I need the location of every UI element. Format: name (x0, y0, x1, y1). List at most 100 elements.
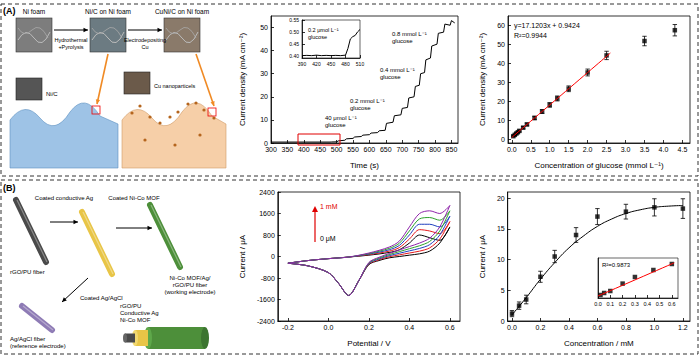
svg-text:40: 40 (497, 60, 505, 67)
svg-text:glucose: glucose (350, 105, 371, 111)
svg-text:1600: 1600 (259, 210, 275, 217)
svg-text:40 μmol L⁻¹: 40 μmol L⁻¹ (325, 115, 357, 121)
svg-text:-0.2: -0.2 (282, 324, 294, 331)
svg-text:Coated Ag/AgCl: Coated Ag/AgCl (80, 295, 123, 301)
svg-text:rGO/PU fiber: rGO/PU fiber (173, 282, 208, 288)
svg-text:Conductive Ag: Conductive Ag (120, 310, 159, 316)
svg-text:0.50: 0.50 (289, 29, 299, 35)
svg-text:rGO/PU fiber: rGO/PU fiber (10, 269, 45, 275)
svg-text:50: 50 (497, 41, 505, 48)
svg-text:40: 40 (260, 47, 268, 54)
svg-text:Ni-Co MOF/Ag/: Ni-Co MOF/Ag/ (169, 275, 210, 281)
svg-text:glucose: glucose (325, 122, 346, 128)
svg-text:(B): (B) (3, 183, 16, 193)
svg-text:1.2: 1.2 (678, 324, 688, 331)
svg-text:420: 420 (312, 61, 321, 67)
svg-text:480: 480 (341, 61, 350, 67)
svg-text:0.8 mmol L⁻¹: 0.8 mmol L⁻¹ (392, 31, 427, 37)
svg-text:0.3: 0.3 (631, 301, 639, 307)
svg-text:Cu: Cu (141, 44, 148, 50)
svg-text:500: 500 (331, 146, 343, 153)
svg-text:(working electrode): (working electrode) (164, 289, 215, 295)
svg-text:0.6: 0.6 (445, 324, 455, 331)
svg-text:1.0: 1.0 (545, 146, 555, 153)
svg-text:(reference electrode): (reference electrode) (10, 343, 66, 349)
svg-text:2.5: 2.5 (602, 146, 612, 153)
svg-text:0.5: 0.5 (526, 146, 536, 153)
svg-text:+Pyrolysis: +Pyrolysis (58, 44, 83, 50)
svg-text:0: 0 (501, 136, 505, 143)
svg-text:0.4: 0.4 (643, 301, 651, 307)
svg-text:1.5: 1.5 (564, 146, 574, 153)
svg-text:450: 450 (327, 61, 336, 67)
svg-text:2400: 2400 (259, 189, 275, 196)
svg-text:20: 20 (497, 195, 505, 202)
svg-text:0.4 mmol L⁻¹: 0.4 mmol L⁻¹ (380, 67, 415, 73)
svg-text:800: 800 (429, 146, 441, 153)
svg-text:Hydrothermal: Hydrothermal (54, 37, 87, 43)
svg-text:0.0: 0.0 (507, 146, 517, 153)
svg-text:Coated conductive Ag: Coated conductive Ag (35, 195, 93, 201)
svg-text:510: 510 (356, 61, 365, 67)
svg-text:20: 20 (497, 98, 505, 105)
svg-text:y=17.1203x + 0.9424: y=17.1203x + 0.9424 (514, 22, 580, 30)
svg-text:0.45: 0.45 (289, 41, 299, 47)
svg-text:Time (s): Time (s) (350, 161, 379, 170)
svg-text:400: 400 (298, 146, 310, 153)
svg-text:0: 0 (271, 253, 275, 260)
svg-text:700: 700 (396, 146, 408, 153)
svg-text:Ni/C: Ni/C (46, 91, 58, 97)
svg-text:0.2 μmol L⁻¹: 0.2 μmol L⁻¹ (308, 27, 339, 33)
svg-text:10: 10 (260, 116, 268, 123)
svg-text:Ag/AgCl fiber: Ag/AgCl fiber (10, 336, 45, 342)
svg-text:Concentration / mM: Concentration / mM (564, 339, 634, 348)
svg-text:glucose: glucose (308, 34, 327, 40)
svg-text:0.2: 0.2 (619, 301, 627, 307)
svg-text:-2400: -2400 (257, 318, 275, 325)
svg-text:Current / μA: Current / μA (238, 234, 247, 278)
svg-text:CuNi/C on Ni foam: CuNi/C on Ni foam (155, 8, 209, 15)
svg-text:0 μM: 0 μM (320, 235, 336, 243)
svg-text:rGO/PU: rGO/PU (120, 303, 141, 309)
svg-text:0.55: 0.55 (289, 17, 299, 23)
svg-text:Ni-Co MOF: Ni-Co MOF (120, 317, 151, 323)
svg-text:0.6: 0.6 (668, 301, 676, 307)
svg-text:0.8: 0.8 (621, 324, 631, 331)
svg-text:5: 5 (501, 287, 505, 294)
svg-text:0.40: 0.40 (289, 53, 299, 59)
svg-text:800: 800 (263, 232, 275, 239)
svg-text:R²=0.9873: R²=0.9873 (602, 262, 631, 268)
svg-text:Cu nanoparticels: Cu nanoparticels (154, 83, 196, 89)
svg-text:-800: -800 (261, 275, 275, 282)
svg-text:600: 600 (364, 146, 376, 153)
svg-text:20: 20 (260, 93, 268, 100)
svg-text:-1600: -1600 (257, 296, 275, 303)
svg-text:4.0: 4.0 (659, 146, 669, 153)
svg-text:0.2: 0.2 (364, 324, 374, 331)
svg-text:390: 390 (298, 61, 307, 67)
svg-text:Ni foam: Ni foam (23, 8, 45, 15)
svg-text:10: 10 (497, 117, 505, 124)
svg-text:(A): (A) (3, 6, 16, 16)
svg-text:glucose: glucose (380, 74, 401, 80)
svg-text:15: 15 (497, 225, 505, 232)
svg-text:1 mM: 1 mM (320, 203, 338, 210)
svg-text:Current density (mA cm⁻²): Current density (mA cm⁻²) (478, 33, 487, 126)
svg-text:750: 750 (413, 146, 425, 153)
svg-text:0.0: 0.0 (507, 324, 517, 331)
svg-text:30: 30 (497, 79, 505, 86)
svg-text:550: 550 (347, 146, 359, 153)
svg-text:0.4: 0.4 (405, 324, 415, 331)
svg-text:0.6: 0.6 (593, 324, 603, 331)
svg-text:Electrodepositing: Electrodepositing (124, 37, 166, 43)
svg-text:glucose: glucose (392, 38, 413, 44)
svg-text:0.2 mmol L⁻¹: 0.2 mmol L⁻¹ (350, 98, 385, 104)
svg-text:0.0: 0.0 (594, 301, 602, 307)
svg-text:650: 650 (380, 146, 392, 153)
svg-text:Current / μA: Current / μA (478, 234, 487, 278)
svg-text:Coated Ni-Co MOF: Coated Ni-Co MOF (108, 195, 160, 201)
svg-text:30: 30 (260, 70, 268, 77)
svg-text:300: 300 (265, 146, 277, 153)
svg-text:50: 50 (260, 24, 268, 31)
svg-text:0.4: 0.4 (564, 324, 574, 331)
